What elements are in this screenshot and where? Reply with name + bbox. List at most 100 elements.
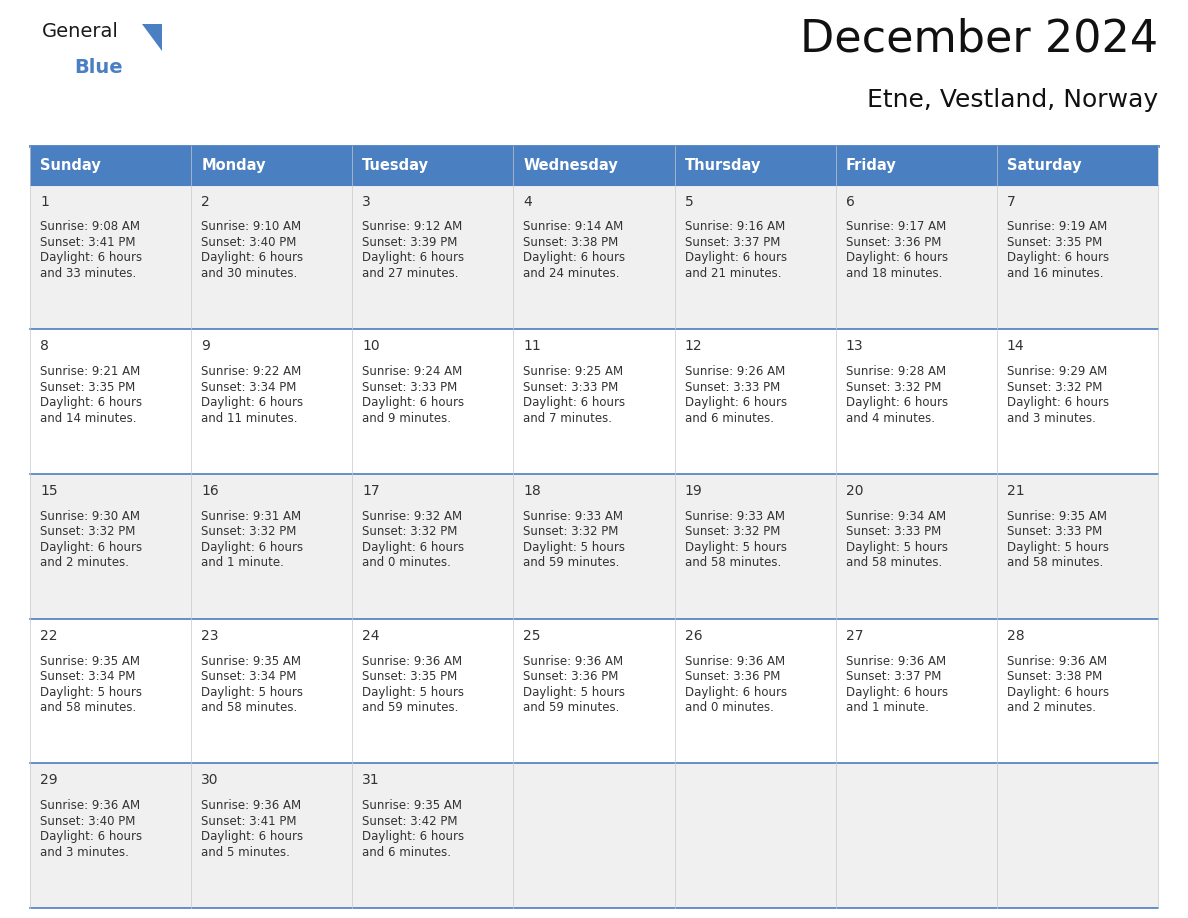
Bar [835,474,997,619]
Text: Sunrise: 9:34 AM: Sunrise: 9:34 AM [846,509,946,523]
Text: Sunrise: 9:08 AM: Sunrise: 9:08 AM [40,220,140,233]
Bar [835,185,997,330]
Text: Sunrise: 9:36 AM: Sunrise: 9:36 AM [846,655,946,667]
Text: 14: 14 [1007,339,1024,353]
Text: 10: 10 [362,339,380,353]
Text: Sunrise: 9:10 AM: Sunrise: 9:10 AM [201,220,302,233]
Bar [353,619,513,763]
Text: Sunrise: 9:32 AM: Sunrise: 9:32 AM [362,509,462,523]
Text: Sunset: 3:33 PM: Sunset: 3:33 PM [524,381,619,394]
Text: Sunset: 3:32 PM: Sunset: 3:32 PM [201,525,297,538]
Text: Thursday: Thursday [684,158,762,173]
Text: Daylight: 6 hours: Daylight: 6 hours [846,397,948,409]
Bar [835,763,997,908]
Text: and 6 minutes.: and 6 minutes. [362,845,451,859]
Text: 12: 12 [684,339,702,353]
Text: Sunset: 3:33 PM: Sunset: 3:33 PM [846,525,941,538]
Text: Daylight: 5 hours: Daylight: 5 hours [846,541,948,554]
Bar [675,619,835,763]
Bar [513,474,675,619]
Bar [353,146,513,185]
Bar [513,619,675,763]
Text: Daylight: 6 hours: Daylight: 6 hours [201,252,303,264]
Text: Daylight: 6 hours: Daylight: 6 hours [201,830,303,844]
Text: Sunrise: 9:35 AM: Sunrise: 9:35 AM [362,800,462,812]
Text: and 5 minutes.: and 5 minutes. [201,845,290,859]
Text: Daylight: 6 hours: Daylight: 6 hours [362,252,465,264]
Text: Sunset: 3:32 PM: Sunset: 3:32 PM [524,525,619,538]
Text: 19: 19 [684,484,702,498]
Text: and 0 minutes.: and 0 minutes. [362,556,451,569]
Bar [835,146,997,185]
Text: Sunrise: 9:36 AM: Sunrise: 9:36 AM [201,800,302,812]
Text: Sunset: 3:34 PM: Sunset: 3:34 PM [201,381,297,394]
Text: Sunset: 3:32 PM: Sunset: 3:32 PM [846,381,941,394]
Text: 2: 2 [201,195,210,208]
Text: Daylight: 6 hours: Daylight: 6 hours [1007,397,1108,409]
Text: 24: 24 [362,629,380,643]
Text: Sunrise: 9:36 AM: Sunrise: 9:36 AM [1007,655,1107,667]
Text: Sunrise: 9:33 AM: Sunrise: 9:33 AM [684,509,784,523]
Bar [191,763,353,908]
Text: and 3 minutes.: and 3 minutes. [1007,411,1095,425]
Text: Sunset: 3:32 PM: Sunset: 3:32 PM [362,525,457,538]
Text: Daylight: 6 hours: Daylight: 6 hours [684,252,786,264]
Text: 29: 29 [40,773,58,788]
Text: Etne, Vestland, Norway: Etne, Vestland, Norway [867,88,1158,112]
Text: 5: 5 [684,195,694,208]
Text: Daylight: 6 hours: Daylight: 6 hours [201,397,303,409]
Text: and 9 minutes.: and 9 minutes. [362,411,451,425]
Text: and 21 minutes.: and 21 minutes. [684,267,781,280]
Text: 3: 3 [362,195,371,208]
Text: Sunrise: 9:12 AM: Sunrise: 9:12 AM [362,220,462,233]
Bar [675,763,835,908]
Text: and 27 minutes.: and 27 minutes. [362,267,459,280]
Text: Daylight: 6 hours: Daylight: 6 hours [1007,686,1108,699]
Text: 27: 27 [846,629,864,643]
Text: 21: 21 [1007,484,1024,498]
Bar [997,474,1158,619]
Text: and 0 minutes.: and 0 minutes. [684,701,773,714]
Text: Sunrise: 9:30 AM: Sunrise: 9:30 AM [40,509,140,523]
Text: Daylight: 5 hours: Daylight: 5 hours [524,541,625,554]
Text: 6: 6 [846,195,854,208]
Text: Sunrise: 9:31 AM: Sunrise: 9:31 AM [201,509,302,523]
Text: and 3 minutes.: and 3 minutes. [40,845,128,859]
Text: Sunset: 3:32 PM: Sunset: 3:32 PM [1007,381,1102,394]
Text: Sunrise: 9:14 AM: Sunrise: 9:14 AM [524,220,624,233]
Text: and 58 minutes.: and 58 minutes. [846,556,942,569]
Text: and 1 minute.: and 1 minute. [846,701,929,714]
Text: and 7 minutes.: and 7 minutes. [524,411,613,425]
Text: Sunday: Sunday [40,158,101,173]
Text: 8: 8 [40,339,49,353]
Text: Sunset: 3:36 PM: Sunset: 3:36 PM [846,236,941,249]
Text: and 6 minutes.: and 6 minutes. [684,411,773,425]
Text: Sunrise: 9:25 AM: Sunrise: 9:25 AM [524,365,624,378]
Text: Daylight: 6 hours: Daylight: 6 hours [524,397,626,409]
Text: Sunset: 3:35 PM: Sunset: 3:35 PM [1007,236,1102,249]
Bar [353,763,513,908]
Text: Sunset: 3:38 PM: Sunset: 3:38 PM [524,236,619,249]
Text: General: General [42,22,119,41]
Text: Daylight: 5 hours: Daylight: 5 hours [40,686,143,699]
Text: and 16 minutes.: and 16 minutes. [1007,267,1104,280]
Text: 25: 25 [524,629,541,643]
Text: Sunrise: 9:17 AM: Sunrise: 9:17 AM [846,220,946,233]
Polygon shape [143,24,162,51]
Bar [997,330,1158,474]
Text: Sunrise: 9:36 AM: Sunrise: 9:36 AM [684,655,785,667]
Text: and 59 minutes.: and 59 minutes. [524,556,620,569]
Text: 7: 7 [1007,195,1016,208]
Text: Sunset: 3:37 PM: Sunset: 3:37 PM [684,236,781,249]
Text: Sunset: 3:32 PM: Sunset: 3:32 PM [40,525,135,538]
Bar [191,146,353,185]
Bar [30,146,191,185]
Bar [835,619,997,763]
Text: Daylight: 6 hours: Daylight: 6 hours [846,686,948,699]
Text: December 2024: December 2024 [800,18,1158,61]
Bar [835,330,997,474]
Text: Sunrise: 9:35 AM: Sunrise: 9:35 AM [40,655,140,667]
Text: Daylight: 6 hours: Daylight: 6 hours [684,686,786,699]
Text: Sunset: 3:35 PM: Sunset: 3:35 PM [362,670,457,683]
Text: Sunset: 3:38 PM: Sunset: 3:38 PM [1007,670,1102,683]
